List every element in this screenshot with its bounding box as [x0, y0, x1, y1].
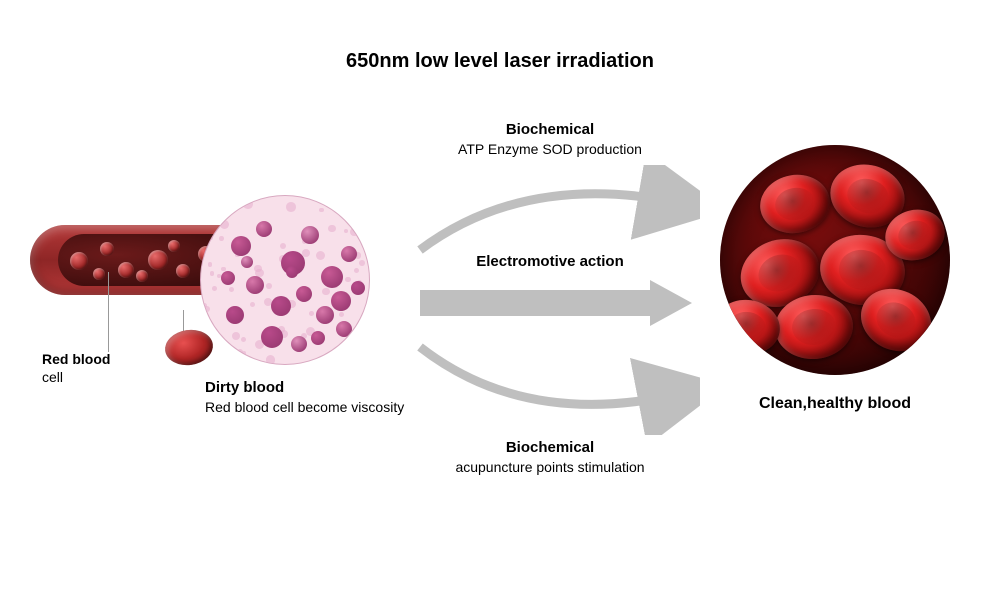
- dirty-texture: [344, 229, 348, 233]
- dirty-texture: [286, 202, 296, 212]
- dirty-texture: [208, 262, 212, 266]
- vessel-cell: [93, 268, 105, 280]
- dirty-texture: [319, 208, 324, 213]
- path-bot-subtitle: acupuncture points stimulation: [455, 459, 644, 475]
- dirty-texture: [339, 312, 344, 317]
- dirty-cell: [226, 306, 244, 324]
- dirty-cell: [291, 336, 307, 352]
- leader-line: [108, 272, 109, 352]
- dirty-texture: [316, 251, 325, 260]
- clean-blood-sample: [720, 145, 950, 375]
- dirty-cell: [256, 221, 272, 237]
- dirty-texture: [355, 333, 365, 343]
- dirty-texture: [347, 355, 356, 364]
- dirty-texture: [254, 265, 262, 273]
- dirty-blood-sample: [200, 195, 370, 365]
- dirty-texture: [229, 287, 234, 292]
- dirty-subtitle: Red blood cell become viscosity: [205, 399, 404, 415]
- arrow-top: [400, 165, 700, 260]
- dirty-texture: [350, 336, 355, 341]
- dirty-cell: [351, 281, 365, 295]
- path-top-label: Biochemical ATP Enzyme SOD production: [400, 120, 700, 158]
- path-mid-label: Electromotive action: [400, 252, 700, 272]
- dirty-cell: [311, 331, 325, 345]
- dirty-texture: [212, 286, 217, 291]
- dirty-texture: [280, 243, 286, 249]
- dirty-cell: [336, 321, 352, 337]
- clean-blood-label: Clean,healthy blood: [720, 395, 950, 413]
- dirty-texture: [219, 236, 224, 241]
- dirty-cell: [341, 246, 357, 262]
- dirty-texture: [220, 220, 229, 229]
- dirty-texture: [266, 283, 272, 289]
- dirty-cell: [221, 271, 235, 285]
- dirty-texture: [232, 332, 240, 340]
- vessel-cell: [136, 270, 148, 282]
- rbc-label-rest: cell: [42, 369, 63, 385]
- dirty-texture: [201, 303, 206, 308]
- dirty-texture: [322, 288, 329, 295]
- dirty-texture: [354, 268, 359, 273]
- dirty-texture: [266, 355, 276, 365]
- dirty-cell: [301, 226, 319, 244]
- rbc-label-bold: Red blood: [42, 351, 110, 367]
- arrow-mid: [400, 278, 700, 328]
- dirty-cell: [261, 326, 283, 348]
- diagram-title: 650nm low level laser irradiation: [0, 50, 1000, 73]
- dirty-texture: [359, 260, 365, 266]
- dirty-cell: [331, 291, 351, 311]
- arrow-bot: [400, 335, 700, 435]
- vessel-cell: [118, 262, 134, 278]
- dirty-cell: [296, 286, 312, 302]
- path-mid-title: Electromotive action: [476, 253, 624, 270]
- path-bot-label: Biochemical acupuncture points stimulati…: [400, 438, 700, 476]
- vessel-cell: [70, 252, 88, 270]
- red-blood-cell-icon: [163, 327, 215, 368]
- vessel-cell: [176, 264, 190, 278]
- dirty-texture: [250, 302, 255, 307]
- dirty-texture: [345, 277, 350, 282]
- dirty-cell: [316, 306, 334, 324]
- dirty-title: Dirty blood: [205, 379, 284, 396]
- path-bot-title: Biochemical: [506, 439, 594, 456]
- dirty-cell: [271, 296, 291, 316]
- dirty-texture: [209, 235, 213, 239]
- path-top-title: Biochemical: [506, 121, 594, 138]
- dirty-texture: [335, 347, 343, 355]
- vessel-cell: [168, 240, 180, 252]
- process-column: Biochemical ATP Enzyme SOD production El…: [400, 120, 700, 480]
- dirty-texture: [328, 225, 336, 233]
- rbc-label: Red blood cell: [42, 350, 110, 386]
- clean-cell: [755, 169, 834, 238]
- dirty-texture: [309, 311, 314, 316]
- dirty-texture: [242, 351, 246, 355]
- dirty-texture: [241, 337, 247, 343]
- dirty-cell: [231, 236, 251, 256]
- dirty-cell: [241, 256, 253, 268]
- vessel-cell: [100, 242, 114, 256]
- vessel-cell: [148, 250, 168, 270]
- dirty-cell: [246, 276, 264, 294]
- dirty-cell: [286, 266, 298, 278]
- path-top-subtitle: ATP Enzyme SOD production: [458, 141, 642, 157]
- dirty-texture: [210, 271, 215, 276]
- dirty-texture: [350, 228, 358, 236]
- dirty-texture: [243, 199, 253, 209]
- dirty-blood-label: Dirty blood Red blood cell become viscos…: [205, 378, 404, 416]
- dirty-cell: [321, 266, 343, 288]
